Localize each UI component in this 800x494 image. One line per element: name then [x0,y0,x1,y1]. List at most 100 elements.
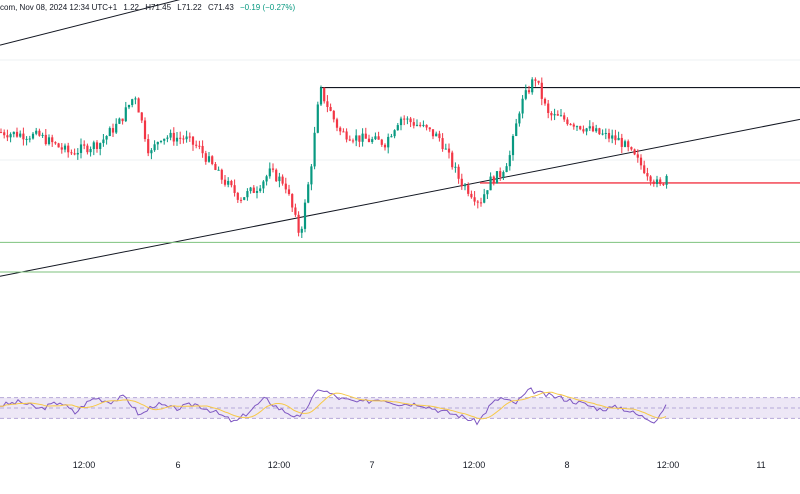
candle-body [556,114,559,116]
candle-body [399,118,403,126]
change-value: −0.19 (−0.27%) [240,3,296,12]
candle-body [467,185,470,194]
candle-body [607,132,611,139]
candle-body [495,171,499,184]
ohlc-header: com, Nov 08, 2024 12:34 UTC+1 1.22 H71.4… [0,3,299,12]
x-tick-label: 12:00 [657,460,680,470]
candle-body [83,144,86,146]
candle-body [191,136,195,145]
candle-body [348,139,351,141]
candle-body [419,124,422,126]
candle-body [19,133,22,137]
candle-body [99,143,102,149]
candle-body [319,87,323,105]
candle-body [73,153,76,155]
candle-body [310,166,313,185]
candle-body [246,191,249,198]
candle-body [547,103,550,114]
candle-body [502,172,505,177]
candle-body [169,132,172,138]
x-tick-label: 12:00 [73,460,96,470]
candle-body [76,152,79,155]
candle-body [326,101,329,107]
candle-body [463,185,467,187]
candle-body [457,166,460,179]
candle-body [636,154,639,158]
candle-body [652,181,655,184]
candle-body [492,176,495,184]
candle-body [323,87,326,102]
candle-body [230,180,233,186]
candle-body [364,133,367,139]
candle-body [115,123,118,133]
x-tick-label: 12:00 [463,460,486,470]
candle-body [403,118,406,120]
candle-body [575,126,579,128]
candle-body [566,119,569,125]
candle-body [374,136,377,140]
candle-body [102,139,105,144]
candle-body [431,129,435,137]
candle-body [159,140,163,143]
candle-body [124,107,127,122]
candle-body [531,79,534,93]
candle-body [390,136,393,138]
x-tick-label: 11 [756,460,765,470]
candle-body [646,173,649,177]
candle-body [207,156,211,162]
candle-body [476,201,479,203]
candle-body [281,176,284,184]
candle-body [614,135,617,141]
candle-body [601,133,604,135]
candle-body [662,184,665,186]
candle-body [211,156,214,164]
candle-body [9,134,12,138]
candle-body [409,118,412,123]
candle-body [633,149,636,155]
candle-body [291,194,294,208]
candle-body [521,98,524,114]
candle-body [214,163,217,170]
candle-body [307,184,310,203]
candle-body [335,119,339,128]
candle-body [550,113,553,116]
candle-body [70,152,73,154]
x-tick-label: 8 [564,460,569,470]
candle-body [35,130,38,134]
candle-body [195,144,198,146]
candle-body [415,124,419,126]
candle-body [569,124,572,126]
candle-body [275,169,278,182]
candle-body [236,192,239,200]
open-value: 1.22 [123,3,139,12]
candle-body [422,124,425,126]
candle-body [265,176,268,182]
candle-body [38,130,41,136]
candle-body [588,126,591,129]
candle-body [393,130,396,137]
candle-body [518,113,521,124]
candle-body [297,214,300,233]
symbol-date: com, Nov 08, 2024 12:34 UTC+1 [0,3,118,12]
candle-body [627,141,630,148]
candle-body [63,145,67,150]
candle-body [655,179,659,184]
candle-body [639,157,643,166]
candle-body [233,185,236,193]
candle-body [41,134,44,136]
candle-body [54,142,57,144]
candle-body [86,145,89,153]
candle-body [182,138,185,140]
candle-body [172,132,175,142]
candle-body [486,190,489,195]
candle-body [243,197,246,200]
candle-body [537,80,540,83]
candle-body [28,138,31,140]
candle-body [383,144,387,148]
candle-body [579,126,582,130]
candle-body [412,122,415,126]
candle-body [665,176,668,185]
candle-body [22,133,25,140]
candle-body [534,79,537,81]
